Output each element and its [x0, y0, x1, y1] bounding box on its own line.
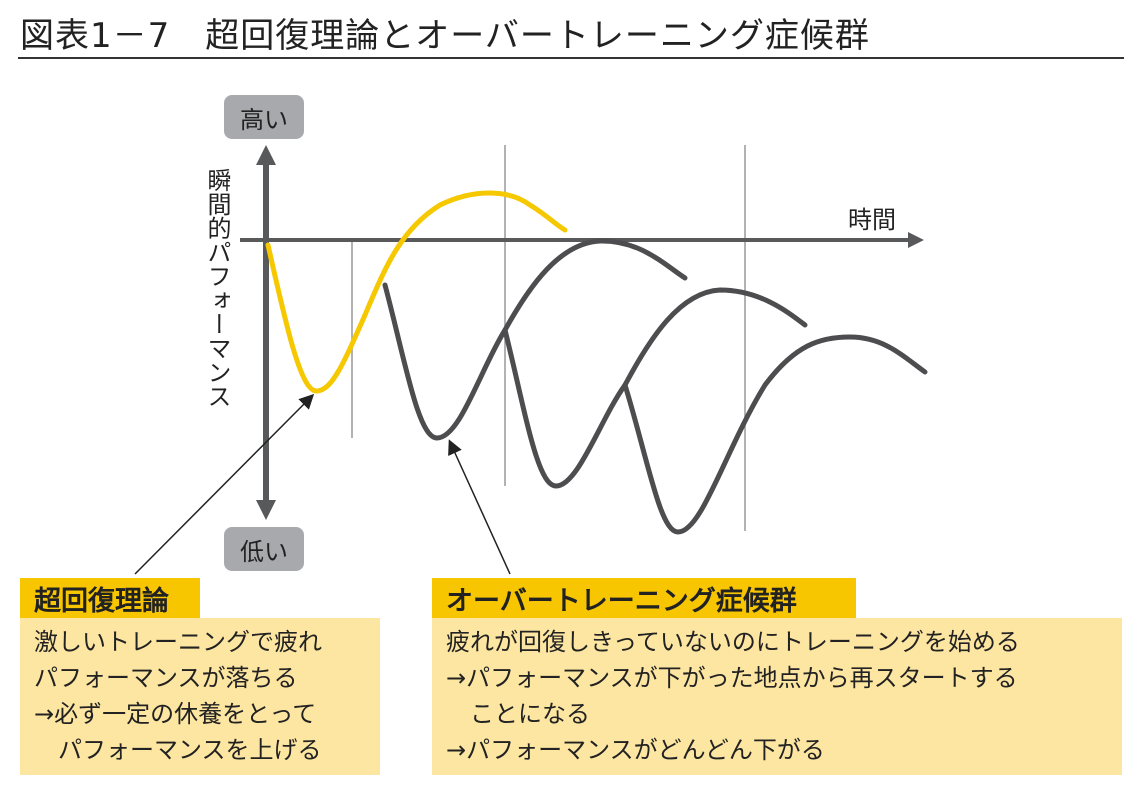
- y-axis-label: 瞬間的パフォーマンス: [203, 168, 231, 408]
- supercompensation-curve: [265, 190, 568, 394]
- supercompensation-description: 激しいトレーニングで疲れ パフォーマンスが落ちる →必ず一定の休養をとって パフ…: [20, 618, 380, 775]
- overtraining-pointer-arrow: [448, 439, 511, 575]
- x-axis-arrowhead: [908, 232, 924, 248]
- y-low-label: 低い: [224, 527, 304, 571]
- overtraining-curve-3: [622, 334, 928, 535]
- description-line: 激しいトレーニングで疲れ: [34, 628, 322, 656]
- description-line: ことになる: [446, 700, 590, 728]
- description-line: パフォーマンスが落ちる: [34, 664, 298, 692]
- overtraining-heading: オーバートレーニング症候群: [432, 578, 856, 618]
- overtraining-curve-1: [382, 238, 688, 441]
- description-line: →パフォーマンスが下がった地点から再スタートする: [446, 664, 1018, 692]
- description-line: パフォーマンスを上げる: [34, 736, 322, 764]
- title-rule: [18, 57, 1124, 59]
- description-line: →パフォーマンスがどんどん下がる: [446, 736, 825, 764]
- overtraining-description: 疲れが回復しきっていないのにトレーニングを始める →パフォーマンスが下がった地点…: [432, 618, 1122, 775]
- x-axis-label: 時間: [848, 206, 896, 234]
- supercompensation-pointer-arrow: [134, 393, 315, 575]
- description-line: 疲れが回復しきっていないのにトレーニングを始める: [446, 628, 1020, 656]
- y-axis-down-arrowhead: [256, 500, 276, 520]
- description-line: →必ず一定の休養をとって: [34, 700, 317, 728]
- y-high-label: 高い: [224, 95, 304, 139]
- supercompensation-heading: 超回復理論: [20, 578, 200, 618]
- y-axis-up-arrowhead: [256, 145, 276, 165]
- overtraining-curve-2: [502, 287, 808, 489]
- figure-title: 図表1－7 超回復理論とオーバートレーニング症候群: [20, 16, 870, 56]
